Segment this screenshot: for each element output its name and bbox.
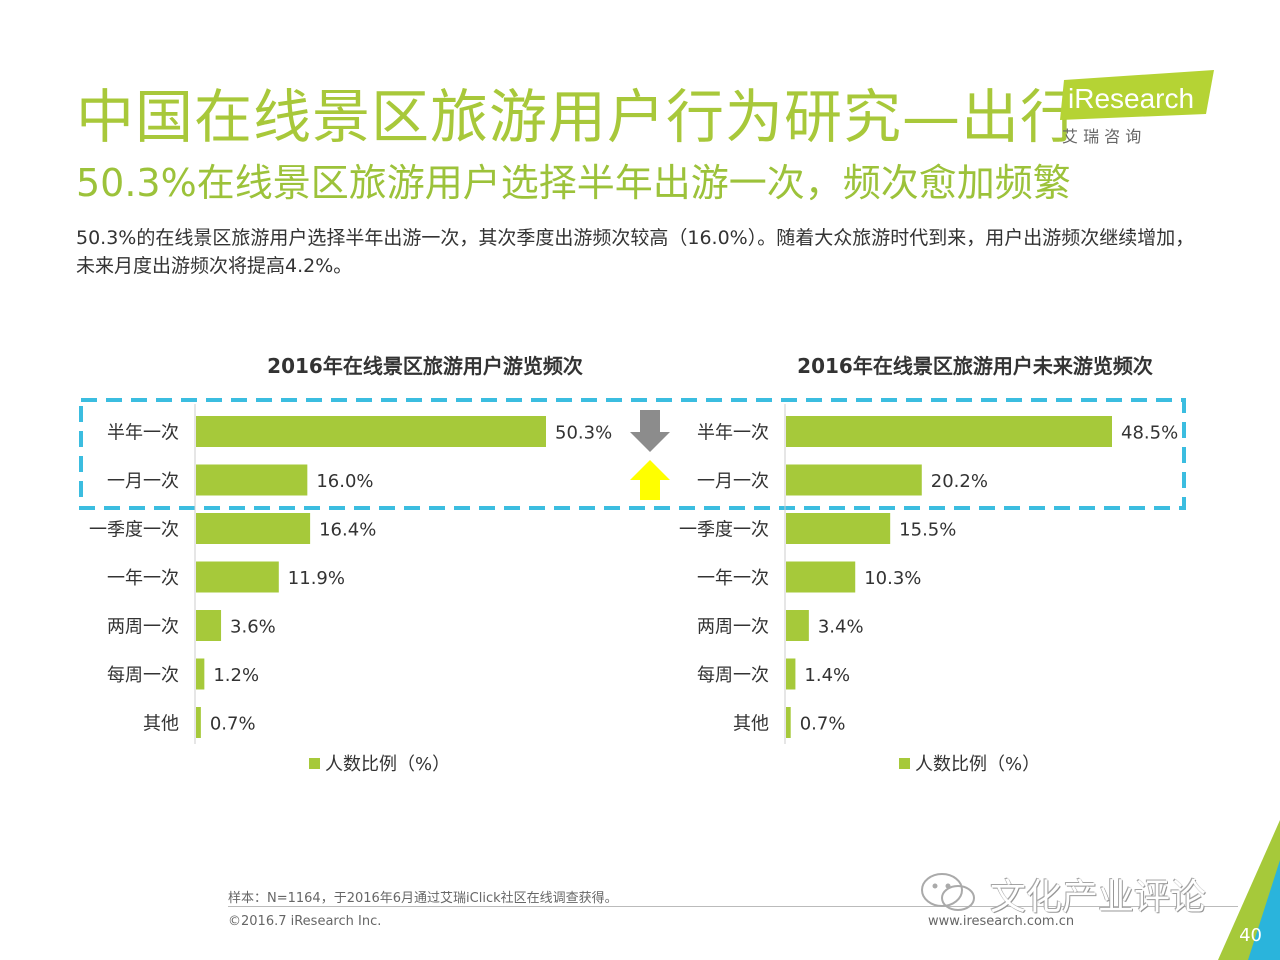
- category-label: 两周一次: [697, 617, 769, 638]
- bar: [196, 658, 205, 690]
- bar: [196, 513, 311, 544]
- category-label: 一年一次: [697, 568, 769, 589]
- bar: [196, 610, 222, 641]
- category-label: 一年一次: [107, 568, 179, 589]
- bar: [786, 610, 809, 641]
- category-label: 半年一次: [107, 423, 179, 444]
- page-description: 50.3%的在线景区旅游用户选择半年出游一次，其次季度出游频次较高（16.0%）…: [76, 227, 1195, 277]
- value-label: 11.9%: [288, 568, 345, 589]
- value-label: 20.2%: [931, 471, 988, 492]
- chart-title-left: 2016年在线景区旅游用户游览频次: [267, 354, 583, 378]
- iresearch-logo: iResearch 艾 瑞 咨 询: [1060, 70, 1214, 146]
- value-label: 16.4%: [319, 520, 376, 541]
- category-label: 一季度一次: [89, 520, 179, 541]
- value-label: 48.5%: [1121, 423, 1178, 444]
- value-label: 0.7%: [210, 714, 256, 735]
- chart-left: 半年一次 50.3% 一月一次 16.0% 一季度一次 16.4% 一年一次 11.9% 两周一…: [89, 404, 612, 775]
- category-label: 其他: [733, 714, 769, 735]
- category-label: 两周一次: [107, 617, 179, 638]
- value-label: 50.3%: [555, 423, 612, 444]
- value-label: 1.2%: [213, 665, 259, 686]
- legend-label: 人数比例（%）: [915, 754, 1040, 775]
- value-label: 3.6%: [230, 617, 276, 638]
- value-label: 10.3%: [864, 568, 921, 589]
- footer-divider: [228, 906, 1238, 907]
- category-label: 一月一次: [697, 471, 769, 492]
- bar: [786, 658, 796, 690]
- value-label: 0.7%: [800, 714, 846, 735]
- value-label: 16.0%: [316, 471, 373, 492]
- value-label: 15.5%: [899, 520, 956, 541]
- page-number: 40: [1239, 925, 1262, 946]
- value-label: 1.4%: [804, 665, 850, 686]
- category-label: 一月一次: [107, 471, 179, 492]
- footer-url: www.iresearch.com.cn: [928, 914, 1075, 929]
- bar: [786, 416, 1112, 447]
- logo-brand-text: iResearch: [1068, 83, 1194, 114]
- corner-decoration: [1218, 820, 1280, 960]
- bar: [196, 707, 201, 738]
- category-label: 其他: [143, 714, 179, 735]
- arrow-down-icon: [630, 410, 670, 452]
- page-subtitle: 50.3%在线景区旅游用户选择半年出游一次，频次愈加频繁: [76, 161, 1071, 205]
- category-label: 一季度一次: [679, 520, 769, 541]
- bar: [786, 464, 922, 496]
- bar: [196, 416, 546, 447]
- category-label: 半年一次: [697, 423, 769, 444]
- page-title: 中国在线景区旅游用户行为研究—出行: [76, 83, 1080, 151]
- footer-sample-note: 样本：N=1164，于2016年6月通过艾瑞iClick社区在线调查获得。: [228, 891, 618, 906]
- arrow-up-icon: [630, 460, 670, 500]
- bar: [786, 513, 891, 544]
- value-label: 3.4%: [818, 617, 864, 638]
- watermark-text: 文化产业评论: [990, 877, 1207, 918]
- bar: [786, 707, 791, 738]
- logo-cn-text: 艾 瑞 咨 询: [1062, 127, 1141, 146]
- legend-label: 人数比例（%）: [325, 754, 450, 775]
- wechat-icon: [921, 873, 975, 911]
- bar: [196, 464, 308, 496]
- highlight-box: [79, 398, 1186, 510]
- bar: [196, 561, 279, 593]
- category-label: 每周一次: [697, 665, 769, 686]
- chart-right: 半年一次 48.5% 一月一次 20.2% 一季度一次 15.5% 一年一次 10.3% 两周一…: [679, 404, 1178, 775]
- legend-swatch: [309, 758, 320, 769]
- chart-title-right: 2016年在线景区旅游用户未来游览频次: [797, 354, 1153, 378]
- category-label: 每周一次: [107, 665, 179, 686]
- footer-copyright: ©2016.7 iResearch Inc.: [228, 914, 382, 929]
- bar: [786, 561, 856, 593]
- legend-swatch: [899, 758, 910, 769]
